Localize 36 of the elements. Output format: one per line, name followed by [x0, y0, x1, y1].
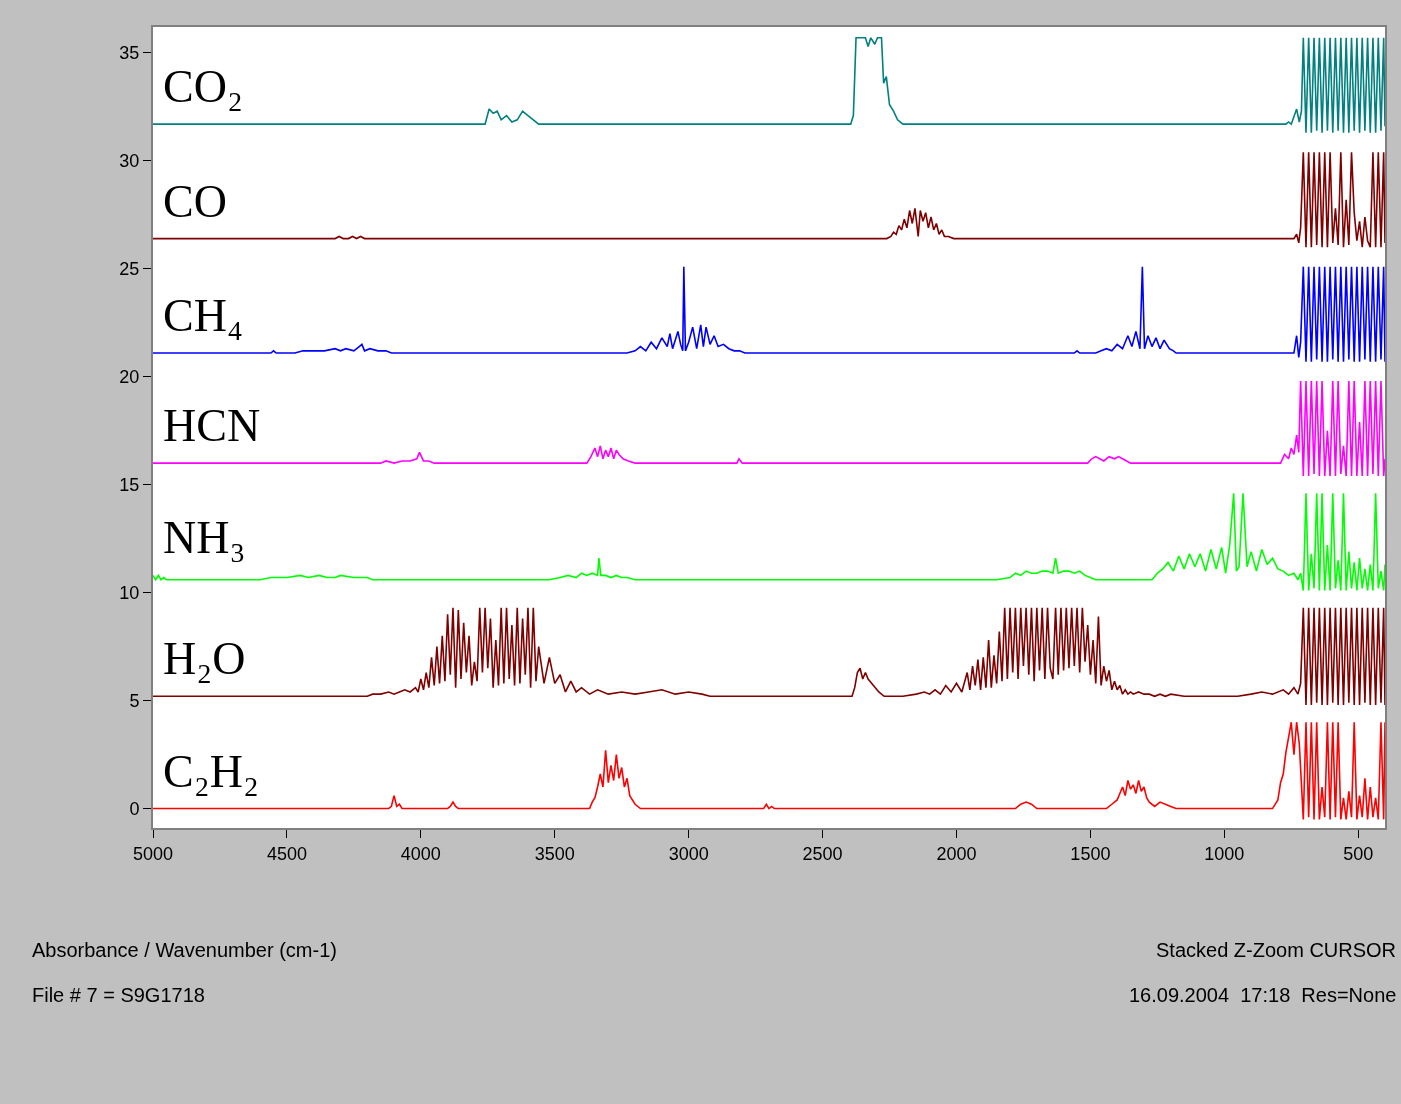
- text: Stacked Z-Zoom CURSOR: [1156, 939, 1397, 961]
- y-tick-label: 0: [129, 798, 140, 819]
- series-label: CO: [163, 176, 227, 227]
- line-series: [153, 492, 1385, 592]
- y-tick-label: 25: [119, 259, 140, 280]
- text: File # 7 = S9G1718: [32, 984, 205, 1006]
- y-tick-label: 30: [119, 151, 140, 172]
- text: 16.09.2004 17:18 Res=None: [1129, 984, 1397, 1006]
- series-label: CO₂: [163, 61, 243, 112]
- series-label: C₂H₂: [163, 746, 259, 797]
- y-tick-label: 15: [119, 475, 140, 496]
- line-series: [153, 721, 1385, 821]
- x-tick-label: 500: [1343, 843, 1374, 864]
- line-series: [153, 606, 1385, 706]
- x-tick-label: 4000: [400, 843, 441, 864]
- y-tick-label: 5: [129, 690, 140, 711]
- series-label: H₂O: [163, 633, 246, 684]
- x-tick-label: 2000: [936, 843, 977, 864]
- series-label: NH₃: [163, 512, 246, 563]
- text: Absorbance / Wavenumber (cm-1): [32, 939, 337, 961]
- series-label: CH₄: [163, 290, 243, 341]
- line-series: [153, 151, 1385, 249]
- line-series: [153, 37, 1385, 134]
- y-tick-label: 35: [119, 43, 140, 64]
- series-label: HCN: [163, 400, 261, 451]
- x-tick-label: 3000: [668, 843, 709, 864]
- y-tick-label: 20: [119, 367, 140, 388]
- x-tick-label: 1500: [1070, 843, 1111, 864]
- x-tick-label: 3500: [534, 843, 575, 864]
- x-tick-label: 2500: [802, 843, 843, 864]
- line-series: [153, 265, 1385, 363]
- x-tick-label: 1000: [1204, 843, 1245, 864]
- x-tick-label: 5000: [132, 843, 174, 864]
- x-tick-label: 4500: [266, 843, 307, 864]
- line-series: [153, 380, 1385, 477]
- y-tick-label: 10: [119, 582, 140, 603]
